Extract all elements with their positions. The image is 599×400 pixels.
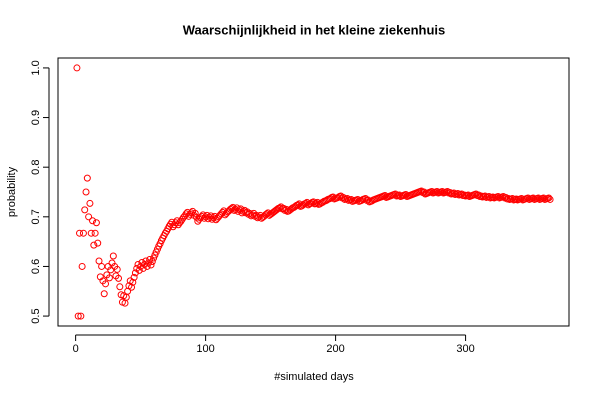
data-point bbox=[148, 257, 156, 265]
data-point bbox=[73, 64, 81, 72]
data-point bbox=[100, 290, 108, 298]
data-point bbox=[81, 206, 89, 214]
data-point bbox=[107, 266, 115, 274]
x-axis-label: #simulated days bbox=[274, 371, 354, 383]
x-tick-label: 200 bbox=[326, 343, 344, 355]
data-point bbox=[87, 229, 95, 237]
plot-box bbox=[57, 57, 570, 327]
data-point bbox=[129, 278, 137, 286]
y-tick-label: 0.6 bbox=[30, 259, 42, 274]
data-point bbox=[89, 217, 97, 225]
data-point bbox=[77, 312, 85, 320]
data-point bbox=[74, 312, 82, 320]
data-point bbox=[91, 229, 99, 237]
data-point bbox=[139, 264, 147, 272]
data-point bbox=[94, 239, 102, 247]
data-point bbox=[147, 261, 155, 269]
y-tick-label: 1.0 bbox=[30, 60, 42, 75]
data-point bbox=[102, 280, 110, 288]
x-tick-label: 300 bbox=[456, 343, 474, 355]
y-tick-label: 0.8 bbox=[30, 160, 42, 175]
y-tick-label: 0.5 bbox=[30, 308, 42, 323]
data-point bbox=[90, 241, 98, 249]
data-point bbox=[546, 195, 554, 203]
data-point bbox=[92, 219, 100, 227]
data-point bbox=[85, 213, 93, 221]
data-point bbox=[512, 195, 520, 203]
data-point bbox=[105, 274, 113, 282]
data-point bbox=[135, 266, 143, 274]
data-point bbox=[115, 274, 123, 282]
data-point bbox=[83, 174, 91, 182]
data-point bbox=[130, 273, 138, 281]
data-point bbox=[128, 283, 136, 291]
data-point bbox=[113, 265, 121, 273]
data-point bbox=[86, 199, 94, 207]
y-tick-label: 0.7 bbox=[30, 209, 42, 224]
y-axis-label: probability bbox=[6, 166, 18, 217]
data-point bbox=[191, 209, 199, 217]
data-point bbox=[489, 193, 497, 201]
chart-title: Waarschijnlijkheid in het kleine ziekenh… bbox=[183, 22, 445, 37]
data-point bbox=[109, 252, 117, 260]
data-point bbox=[78, 262, 86, 270]
data-point bbox=[143, 262, 151, 270]
data-point bbox=[98, 262, 106, 270]
data-point bbox=[79, 229, 87, 237]
y-tick-label: 0.9 bbox=[30, 110, 42, 125]
data-point bbox=[545, 194, 553, 202]
x-tick-label: 100 bbox=[196, 343, 214, 355]
data-point bbox=[76, 229, 84, 237]
data-point bbox=[82, 188, 90, 196]
data-point bbox=[95, 257, 103, 265]
data-point bbox=[116, 283, 124, 291]
x-tick-label: 0 bbox=[73, 343, 79, 355]
